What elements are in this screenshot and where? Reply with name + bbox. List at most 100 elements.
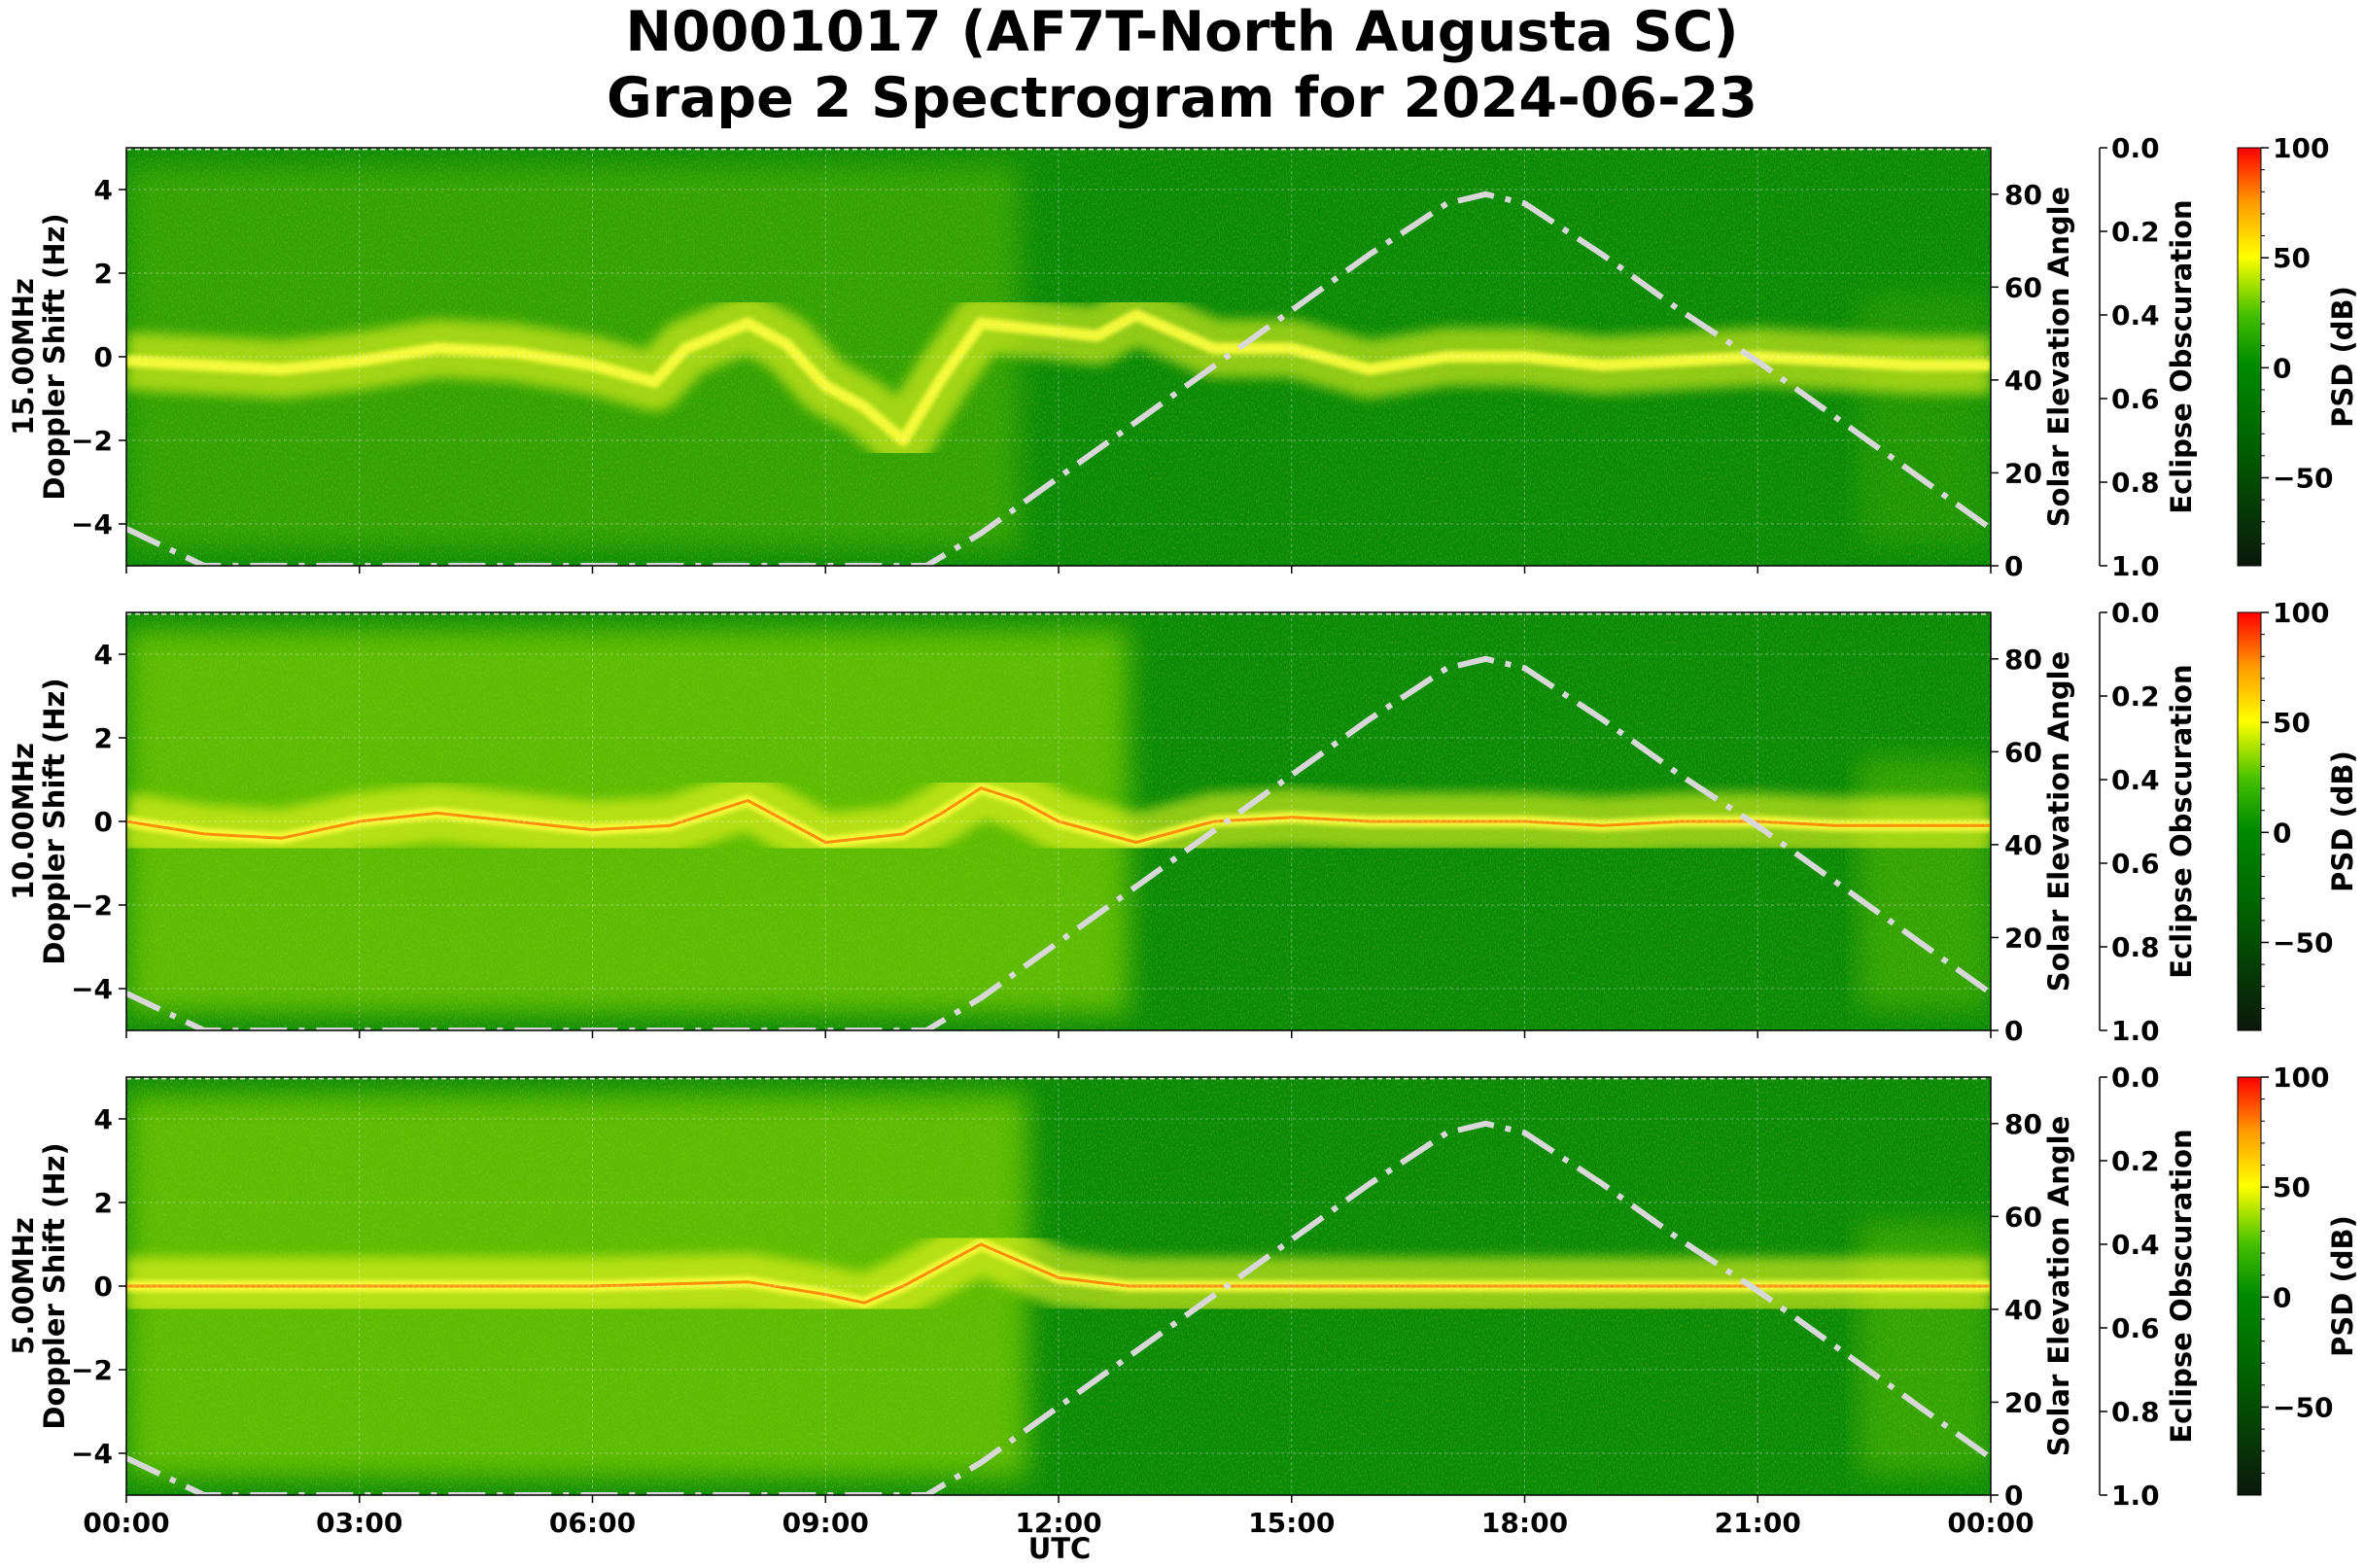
eclipse-tick-label: 0.0 [2111, 1062, 2160, 1094]
eclipse-tick-label: 0.8 [2111, 1396, 2160, 1428]
y2-axis-label: Solar Elevation Angle [2042, 187, 2075, 528]
y-tick-label: 4 [94, 174, 113, 206]
y3-axis-label: Eclipse Obscuration [2165, 664, 2198, 978]
eclipse-tick-label: 1.0 [2111, 1015, 2160, 1047]
spectrogram-noise [126, 612, 1991, 1030]
elevation-tick-label: 0 [2004, 1480, 2023, 1512]
elevation-tick-label: 80 [2004, 179, 2042, 211]
y-tick-label: −4 [71, 508, 113, 540]
solar-elevation-curve [126, 655, 1991, 1030]
spectrogram-noise [126, 1077, 1991, 1495]
y-axis-label-doppler: Doppler Shift (Hz) [38, 1142, 71, 1429]
spectrogram-5.00mhz [126, 1077, 1991, 1495]
figure-title-line2: Grape 2 Spectrogram for 2024-06-23 [607, 66, 1757, 130]
eclipse-tick-label: 0.6 [2111, 1312, 2160, 1344]
y-tick-label: −2 [71, 425, 113, 457]
eclipse-tick-label: 1.0 [2111, 1480, 2160, 1512]
y-tick-label: 0 [94, 1271, 113, 1303]
y-axis-label-frequency: 10.00MHz [7, 743, 40, 900]
colorbar-tick-label: 0 [2273, 1281, 2291, 1313]
y-tick-label: −4 [71, 973, 113, 1005]
colorbar-tick-label: 0 [2273, 352, 2291, 384]
elevation-tick-label: 0 [2004, 1015, 2023, 1047]
elevation-tick-label: 60 [2004, 736, 2042, 768]
y3-axis-label: Eclipse Obscuration [2165, 1129, 2198, 1443]
y-tick-label: 2 [94, 1187, 113, 1219]
y-axis-label-doppler: Doppler Shift (Hz) [38, 213, 71, 500]
y-tick-label: 4 [94, 1103, 113, 1135]
x-tick-label: 06:00 [549, 1507, 636, 1539]
x-tick-label: 00:00 [1947, 1507, 2034, 1539]
elevation-tick-label: 20 [2004, 457, 2042, 489]
x-tick-label: 03:00 [316, 1507, 402, 1539]
y-axis-label-frequency: 5.00MHz [7, 1217, 40, 1355]
colorbar-tick-label: 50 [2273, 1171, 2311, 1203]
spectrogram-noise [126, 148, 1991, 566]
solar-elevation-curve [126, 191, 1991, 566]
y-tick-label: 0 [94, 806, 113, 838]
eclipse-tick-label: 0.4 [2111, 1229, 2160, 1261]
elevation-tick-label: 40 [2004, 829, 2042, 861]
colorbar-tick-label: −50 [2273, 926, 2333, 958]
x-tick-label: 12:00 [1015, 1507, 1101, 1539]
eclipse-tick-label: 0.6 [2111, 848, 2160, 880]
colorbar-tick-label: −50 [2273, 462, 2333, 494]
x-tick-label: 18:00 [1481, 1507, 1568, 1539]
y-axis-label-doppler: Doppler Shift (Hz) [38, 678, 71, 964]
elevation-tick-label: 80 [2004, 644, 2042, 676]
x-axis-label: UTC [1028, 1532, 1092, 1565]
colorbar-tick-label: 50 [2273, 707, 2311, 739]
y-tick-label: 2 [94, 722, 113, 754]
colorbar [2237, 147, 2262, 567]
x-tick-label: 09:00 [783, 1507, 869, 1539]
y-tick-label: −4 [71, 1438, 113, 1470]
x-tick-label: 15:00 [1248, 1507, 1335, 1539]
eclipse-tick-label: 0.2 [2111, 216, 2160, 248]
elevation-tick-label: 60 [2004, 1201, 2042, 1233]
figure-title-line1: N0001017 (AF7T-North Augusta SC) [625, 0, 1738, 64]
colorbar-tick-label: −50 [2273, 1391, 2333, 1423]
elevation-tick-label: 20 [2004, 1386, 2042, 1418]
y2-axis-label: Solar Elevation Angle [2042, 1116, 2075, 1457]
eclipse-tick-label: 0.6 [2111, 383, 2160, 415]
eclipse-tick-label: 0.2 [2111, 680, 2160, 713]
colorbar-tick-label: 0 [2273, 817, 2291, 849]
colorbar-tick-label: 100 [2273, 597, 2329, 629]
eclipse-tick-label: 0.0 [2111, 132, 2160, 164]
y2-axis-label: Solar Elevation Angle [2042, 651, 2075, 993]
y-tick-label: 0 [94, 341, 113, 373]
colorbar [2237, 1076, 2262, 1496]
spectrogram-15.00mhz [126, 148, 1991, 566]
eclipse-tick-label: 0.4 [2111, 764, 2160, 796]
y-tick-label: 4 [94, 639, 113, 671]
y-axis-label-frequency: 15.00MHz [7, 278, 40, 436]
y-tick-label: −2 [71, 889, 113, 922]
colorbar [2237, 611, 2262, 1031]
y-tick-label: 2 [94, 258, 113, 290]
elevation-tick-label: 0 [2004, 550, 2023, 582]
elevation-tick-label: 60 [2004, 271, 2042, 303]
eclipse-tick-label: 0.2 [2111, 1145, 2160, 1177]
eclipse-tick-label: 0.8 [2111, 931, 2160, 963]
x-tick-label: 00:00 [83, 1507, 169, 1539]
eclipse-tick-label: 0.0 [2111, 597, 2160, 629]
y3-axis-label: Eclipse Obscuration [2165, 199, 2198, 513]
eclipse-tick-label: 1.0 [2111, 550, 2160, 582]
spectrogram-10.00mhz [126, 612, 1991, 1030]
x-tick-label: 21:00 [1715, 1507, 1801, 1539]
eclipse-tick-label: 0.4 [2111, 299, 2160, 331]
colorbar-tick-label: 50 [2273, 242, 2311, 274]
colorbar-label: PSD (dB) [2326, 1215, 2359, 1357]
colorbar-tick-label: 100 [2273, 1062, 2329, 1094]
colorbar-tick-label: 100 [2273, 132, 2329, 164]
elevation-tick-label: 40 [2004, 365, 2042, 397]
eclipse-tick-label: 0.8 [2111, 467, 2160, 499]
elevation-tick-label: 20 [2004, 922, 2042, 954]
elevation-tick-label: 80 [2004, 1108, 2042, 1140]
elevation-tick-label: 40 [2004, 1294, 2042, 1326]
